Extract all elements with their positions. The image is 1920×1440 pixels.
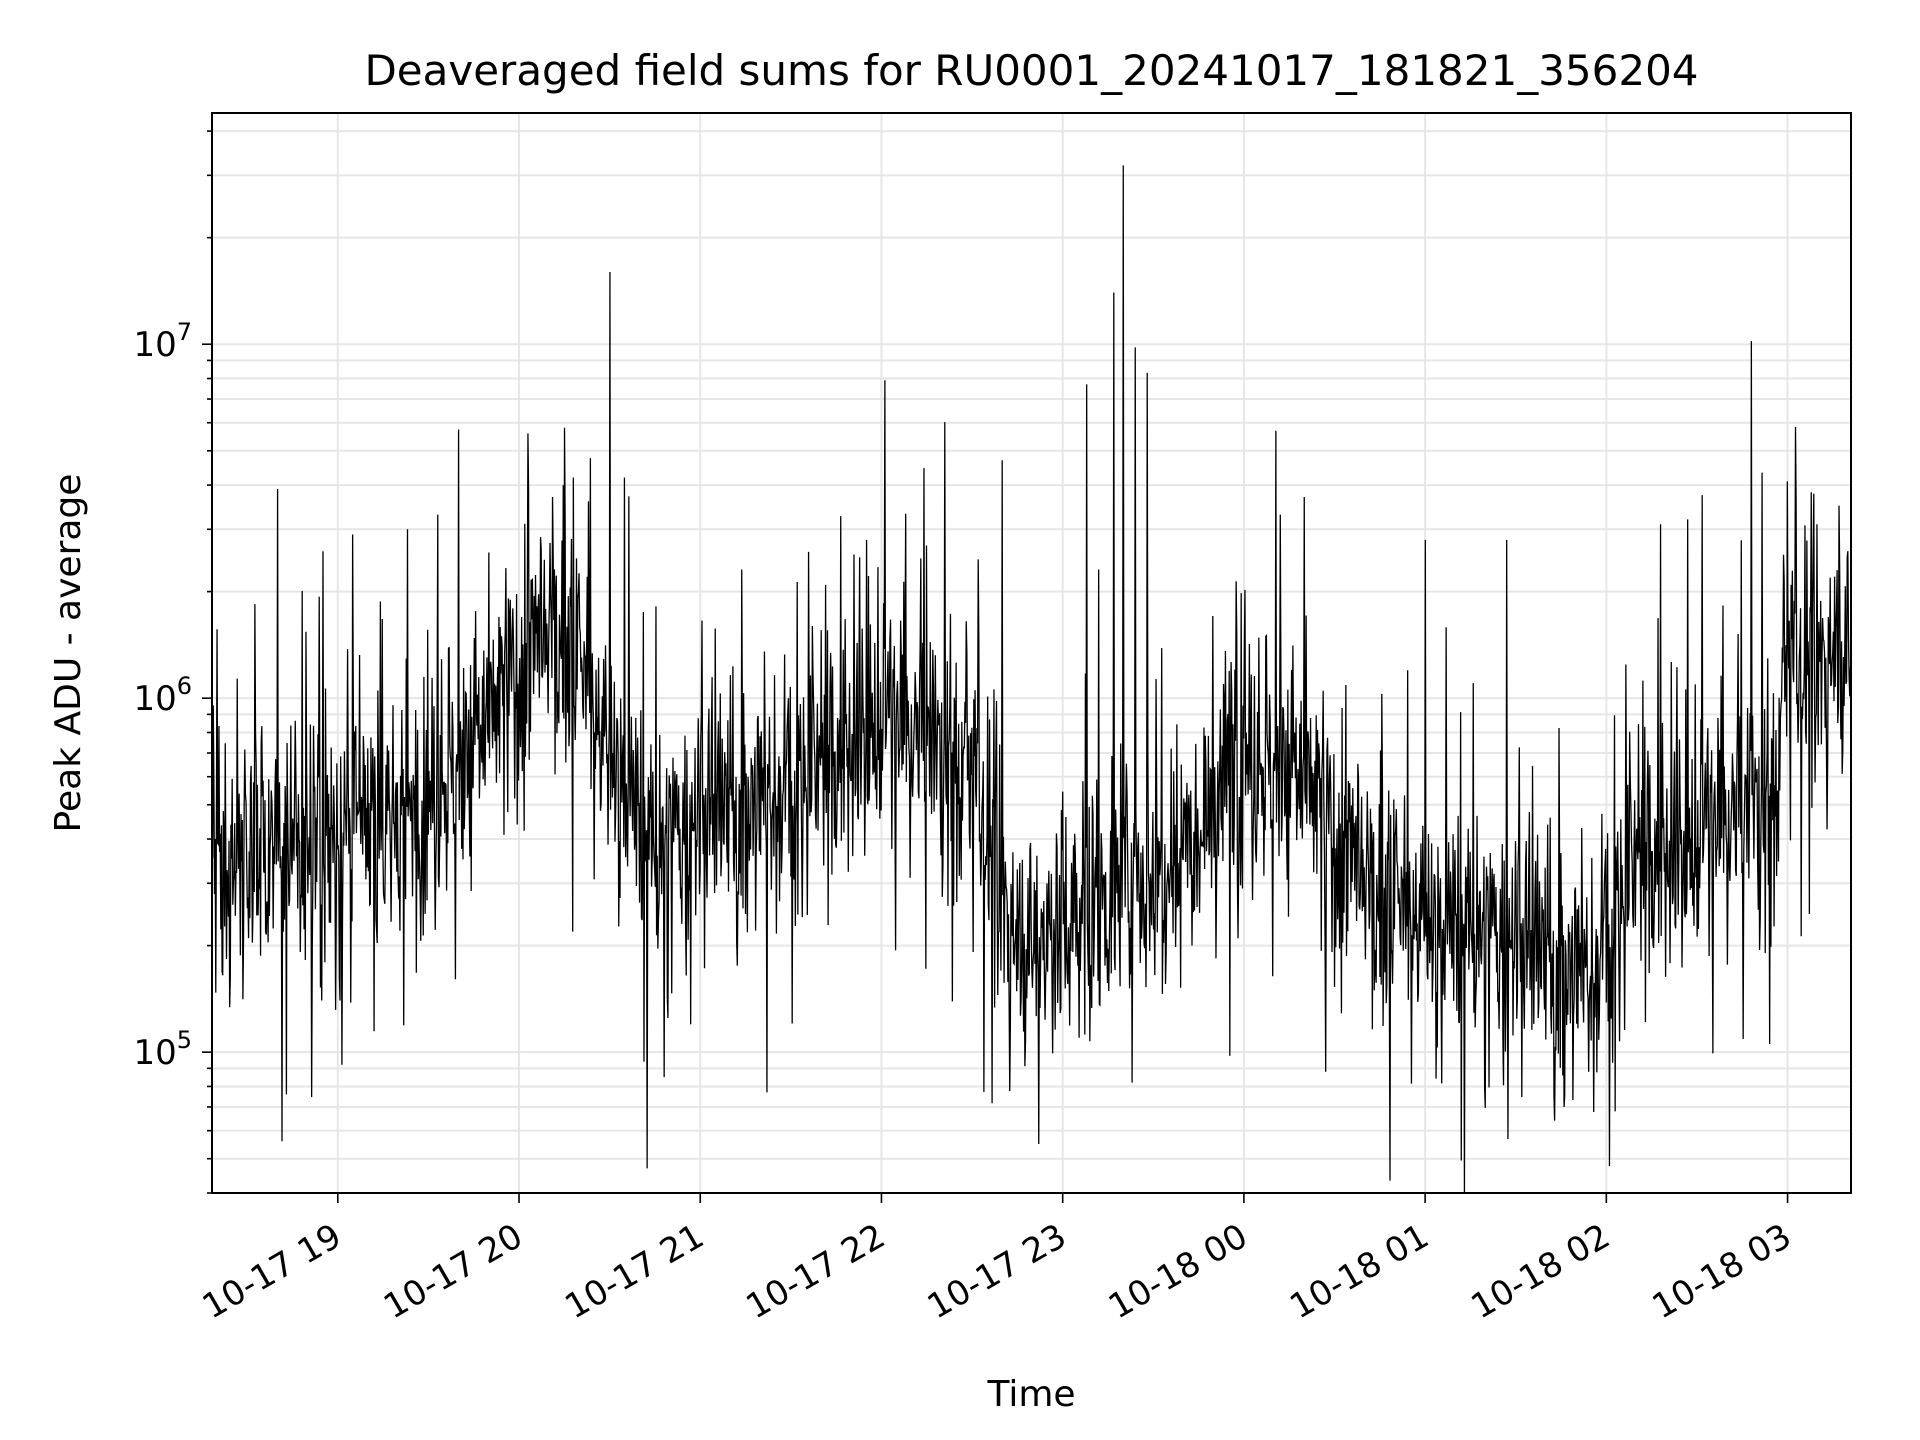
plot-frame [211,112,1852,1194]
y-tick-label: 105 [133,1026,192,1073]
y-tick-exponent: 6 [177,672,192,700]
x-axis-label: Time [986,1374,1075,1415]
y-tick-base: 10 [133,679,176,719]
y-axis-label: Peak ADU - average [48,474,89,833]
y-tick-base: 10 [133,1033,176,1073]
y-tick-exponent: 7 [177,318,192,346]
y-tick-base: 10 [133,325,176,365]
data-series [212,165,1851,1193]
y-tick-label: 107 [133,318,192,365]
chart-title: Deaveraged field sums for RU0001_2024101… [364,46,1698,95]
y-tick-exponent: 5 [177,1026,192,1054]
y-tick-label: 106 [133,672,192,719]
series-line [212,165,1851,1193]
